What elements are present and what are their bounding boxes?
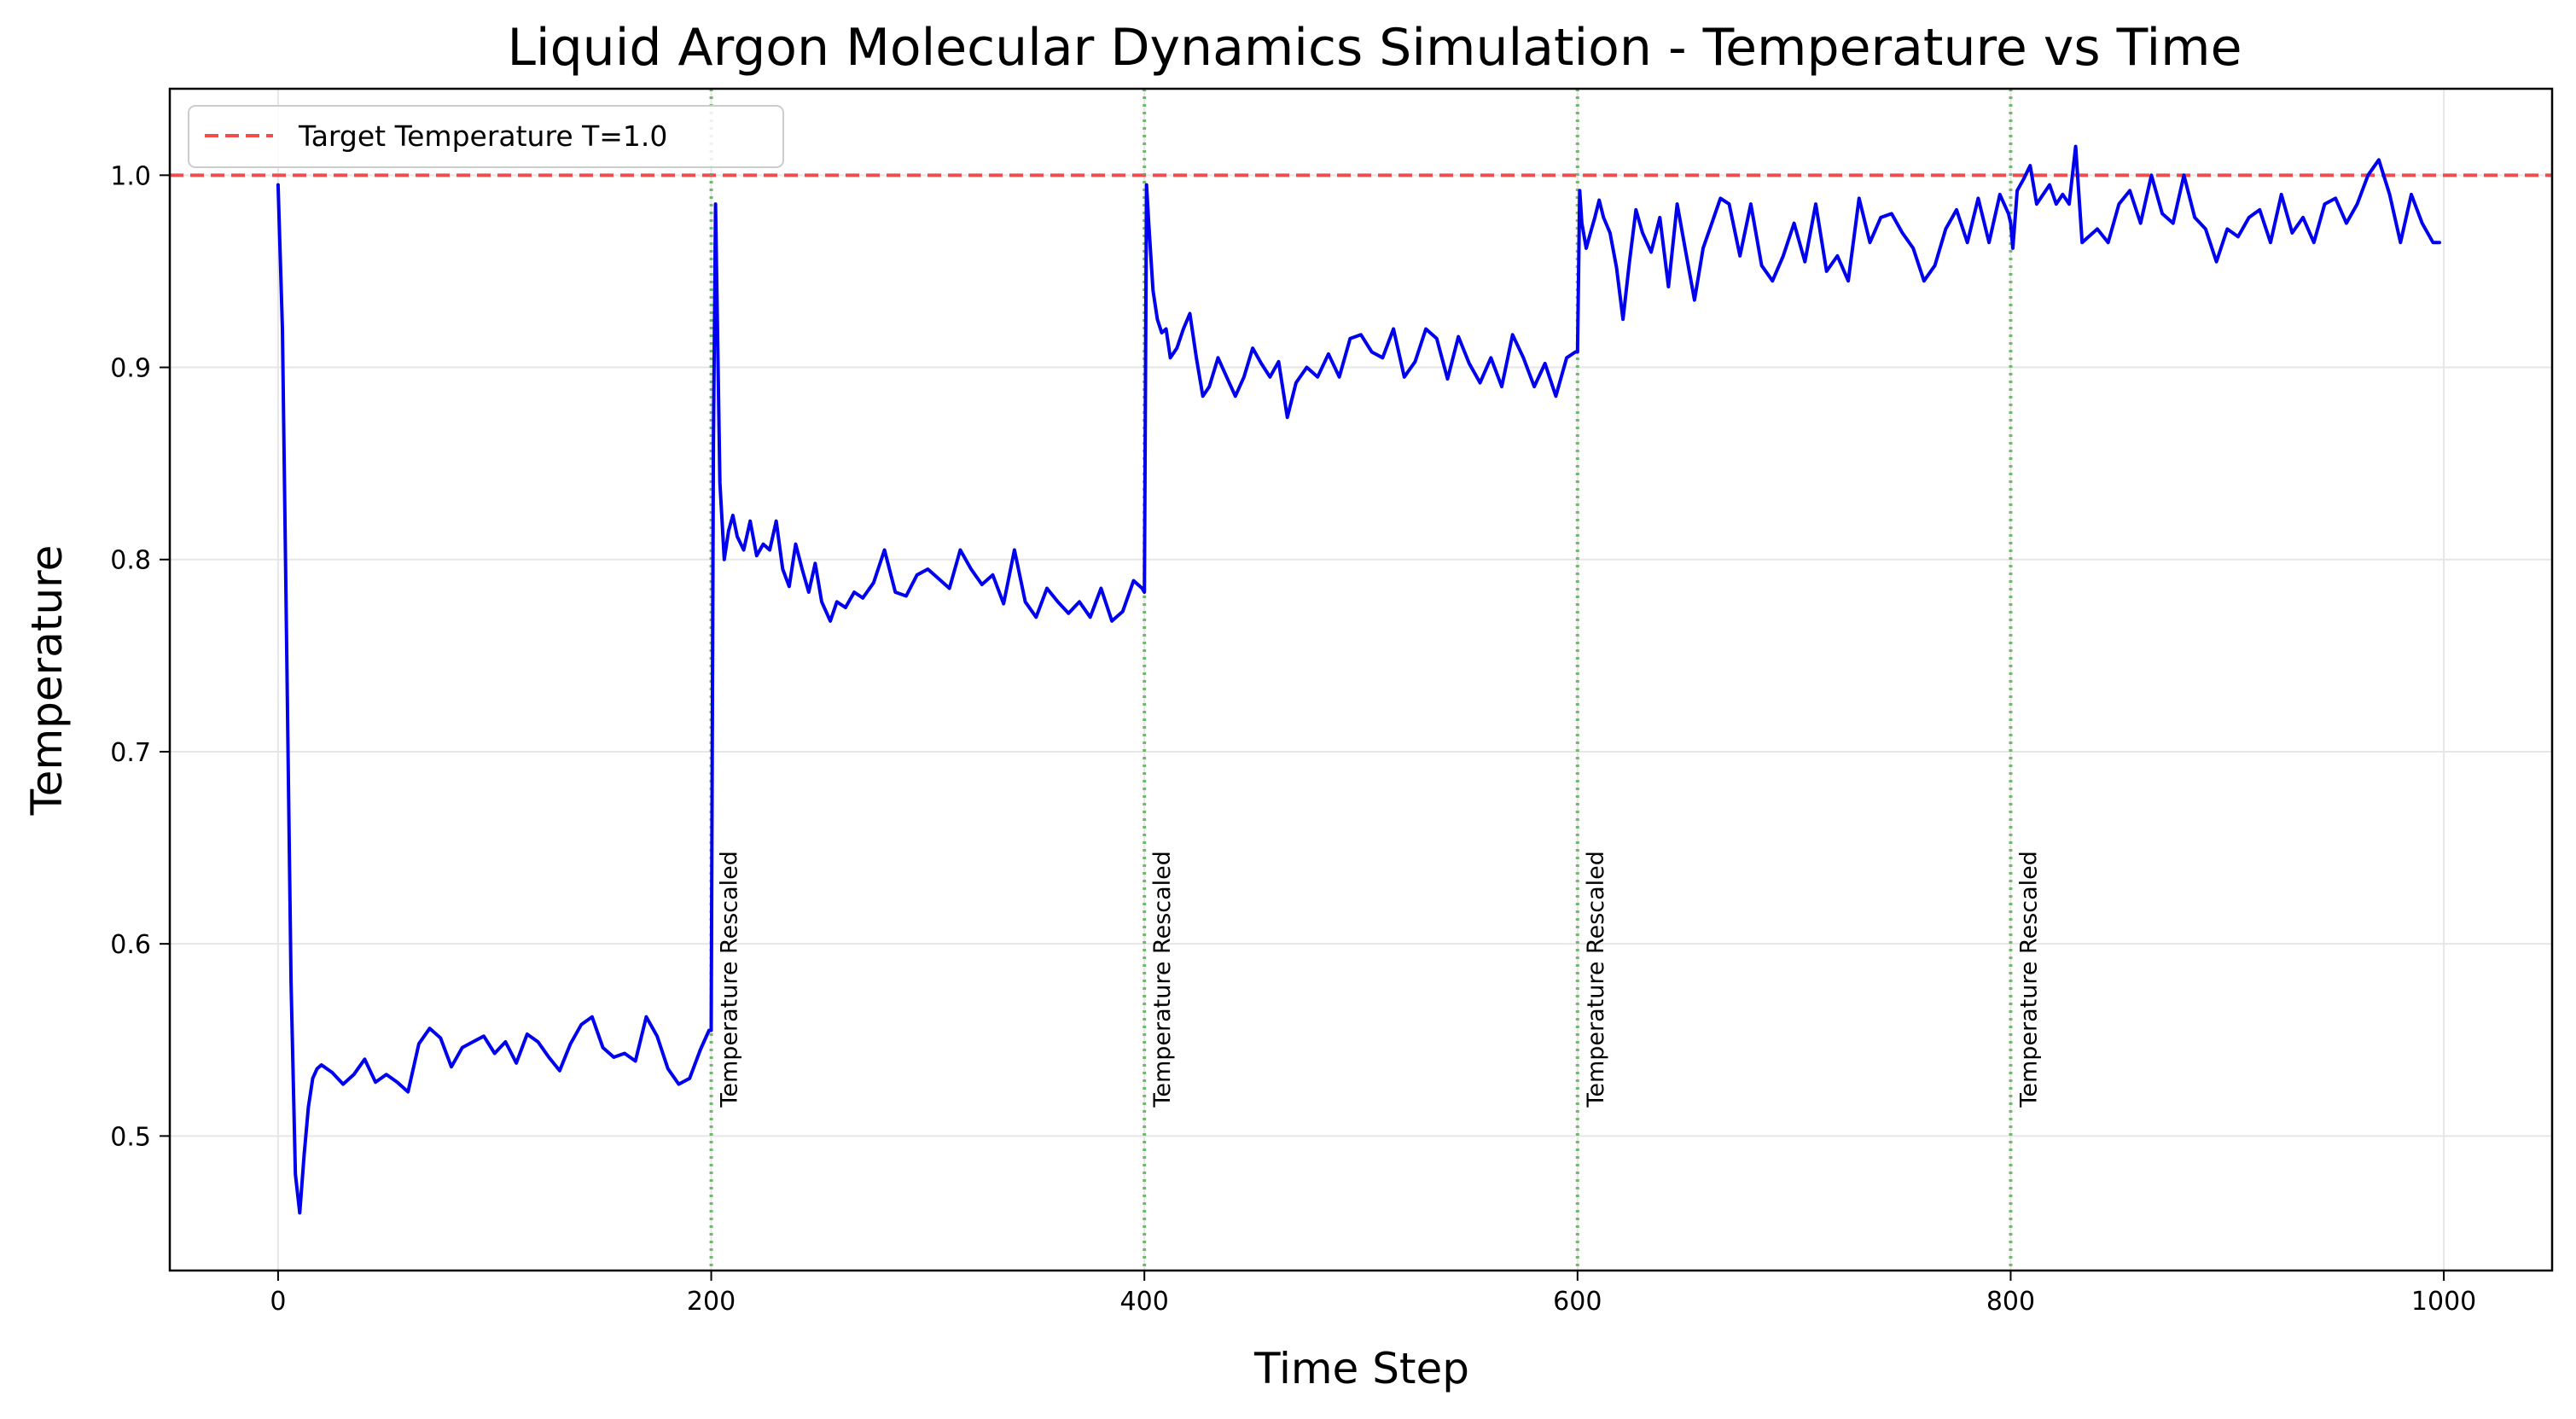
plot-frame <box>168 87 2554 1272</box>
legend: Target Temperature T=1.0 <box>188 105 784 168</box>
x-tick-label: 1000 <box>2411 1287 2476 1317</box>
y-tick-label: 0.9 <box>110 354 151 384</box>
axis-ticks: 0 200 400 600 800 1000 0.5 0.6 0.7 0.8 0.9 1.0 <box>110 161 2476 1317</box>
rescale-marker-label: Temperature Rescaled <box>1149 851 1176 1108</box>
x-axis-label: Time Step <box>1253 1344 1469 1393</box>
y-axis-label: Temperature <box>22 545 72 817</box>
y-tick-label: 0.7 <box>110 738 151 768</box>
temperature-series-line <box>276 144 2441 1215</box>
y-tick-label: 0.6 <box>110 930 151 960</box>
rescale-marker-label: Temperature Rescaled <box>1583 851 1609 1108</box>
x-tick-label: 0 <box>270 1287 286 1317</box>
y-tick-label: 0.5 <box>110 1122 151 1152</box>
series-layer <box>276 144 2441 1215</box>
chart-title: Liquid Argon Molecular Dynamics Simulati… <box>508 18 2242 78</box>
x-tick-label: 800 <box>1986 1287 2035 1317</box>
y-tick-label: 0.8 <box>110 546 151 576</box>
rescale-markers: Temperature Rescaled Temperature Rescaled… <box>709 89 2042 1271</box>
x-tick-label: 600 <box>1553 1287 1602 1317</box>
legend-target-label: Target Temperature T=1.0 <box>298 119 667 153</box>
legend-box <box>188 105 784 168</box>
x-tick-label: 200 <box>687 1287 736 1317</box>
rescale-marker-label: Temperature Rescaled <box>717 851 743 1108</box>
rescale-marker-label: Temperature Rescaled <box>2015 851 2042 1108</box>
x-tick-label: 400 <box>1120 1287 1169 1317</box>
y-tick-label: 1.0 <box>110 161 151 191</box>
